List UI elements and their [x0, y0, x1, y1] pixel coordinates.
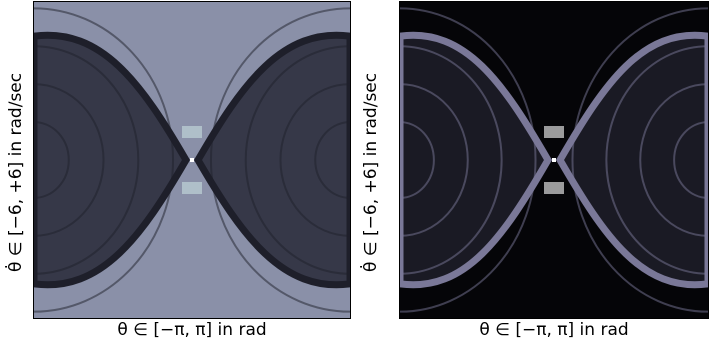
right-region	[555, 31, 708, 289]
left-ring	[34, 7, 174, 313]
heatmap-plot-area	[33, 1, 351, 319]
right-region	[193, 31, 350, 289]
right-ring	[244, 45, 350, 275]
left-ring	[34, 83, 105, 237]
y-axis-label: θ̇ ∈ [−6, +6] in rad/sec	[361, 72, 381, 272]
left-region	[34, 31, 191, 289]
left-ring	[400, 45, 503, 275]
x-axis-label: θ ∈ [−π, π] in rad	[117, 320, 267, 340]
heatmap-panel-left: θ̇ ∈ [−6, +6] in rad/sec θ ∈ [−π, π] in …	[0, 0, 354, 345]
left-ring	[400, 83, 469, 237]
upper-highlight	[182, 126, 202, 138]
heatmap-canvas	[34, 2, 350, 318]
heatmap-canvas	[400, 2, 708, 318]
x-axis-label: θ ∈ [−π, π] in rad	[479, 320, 629, 340]
lower-highlight	[544, 182, 564, 194]
right-ring	[210, 7, 350, 313]
left-ring	[400, 7, 537, 313]
equilibrium-point	[552, 158, 556, 162]
upper-highlight	[544, 126, 564, 138]
left-ring	[400, 121, 435, 199]
lower-highlight	[182, 182, 202, 194]
right-ring	[279, 83, 350, 237]
y-axis-label: θ̇ ∈ [−6, +6] in rad/sec	[6, 72, 26, 272]
left-region	[400, 31, 553, 289]
left-ring	[34, 45, 140, 275]
heatmap-panel-right: θ̇ ∈ [−6, +6] in rad/sec θ ∈ [−π, π] in …	[355, 0, 709, 345]
right-ring	[605, 45, 708, 275]
left-ring	[34, 121, 70, 199]
heatmap-plot-area	[399, 1, 709, 319]
equilibrium-point	[190, 158, 194, 162]
right-ring	[571, 7, 708, 313]
